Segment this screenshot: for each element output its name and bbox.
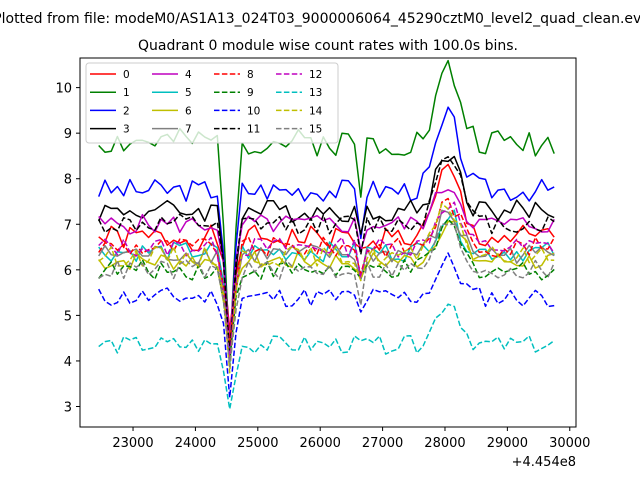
- series-line-2: [97, 106, 555, 352]
- series-line-7: [98, 209, 555, 361]
- x-tick-label: 28000: [424, 436, 465, 451]
- y-tick-label: 9: [64, 127, 72, 142]
- legend-label-5: 5: [185, 87, 192, 99]
- series-line-15: [98, 223, 555, 368]
- legend-label-7: 7: [185, 124, 192, 136]
- suptitle: Plotted from file: modeM0/AS1A13_024T03_…: [0, 11, 640, 27]
- series-line-11: [98, 156, 555, 356]
- legend-label-15: 15: [309, 124, 322, 136]
- series-line-12: [98, 201, 555, 361]
- legend-label-14: 14: [309, 105, 323, 117]
- series-line-10: [98, 252, 555, 399]
- series-line-3: [98, 155, 555, 365]
- plot-frame: [79, 57, 577, 428]
- legend-label-12: 12: [309, 69, 322, 81]
- legend-label-4: 4: [185, 69, 192, 81]
- y-axis: 3 4 5 6 7 8 9 10: [55, 82, 80, 416]
- legend-label-1: 1: [123, 87, 130, 99]
- x-tick-label: 24000: [175, 436, 216, 451]
- legend-label-6: 6: [185, 105, 192, 117]
- x-tick-label: 23000: [112, 436, 153, 451]
- legend-label-2: 2: [123, 105, 130, 117]
- x-tick-label: 30000: [549, 436, 590, 451]
- legend-label-10: 10: [247, 105, 260, 117]
- legend-box: [85, 62, 339, 144]
- series-line-14: [98, 202, 555, 374]
- y-tick-label: 10: [55, 82, 72, 97]
- legend-label-11: 11: [247, 124, 260, 136]
- y-tick-label: 7: [64, 218, 72, 233]
- legend-label-9: 9: [247, 87, 254, 99]
- y-tick-label: 8: [64, 173, 72, 188]
- legend-label-8: 8: [247, 69, 254, 81]
- x-offset-label: +4.454e8: [512, 455, 576, 470]
- x-tick-label: 25000: [237, 436, 278, 451]
- x-tick-label: 26000: [300, 436, 341, 451]
- series-line-6: [98, 220, 555, 344]
- y-tick-label: 4: [64, 355, 72, 370]
- legend-label-0: 0: [123, 69, 130, 81]
- x-tick-label: 27000: [362, 436, 403, 451]
- legend-label-3: 3: [123, 124, 130, 136]
- y-tick-label: 6: [64, 264, 72, 279]
- y-tick-label: 5: [64, 309, 72, 324]
- y-tick-label: 3: [64, 401, 72, 416]
- x-tick-label: 29000: [487, 436, 528, 451]
- plot-lines: [97, 59, 555, 410]
- x-axis: 23000 24000 25000 26000 27000 28000 29000 30000: [112, 427, 590, 451]
- chart-title: Quadrant 0 module wise count rates with …: [138, 38, 518, 54]
- legend-label-13: 13: [309, 87, 322, 99]
- series-line-13: [98, 303, 555, 410]
